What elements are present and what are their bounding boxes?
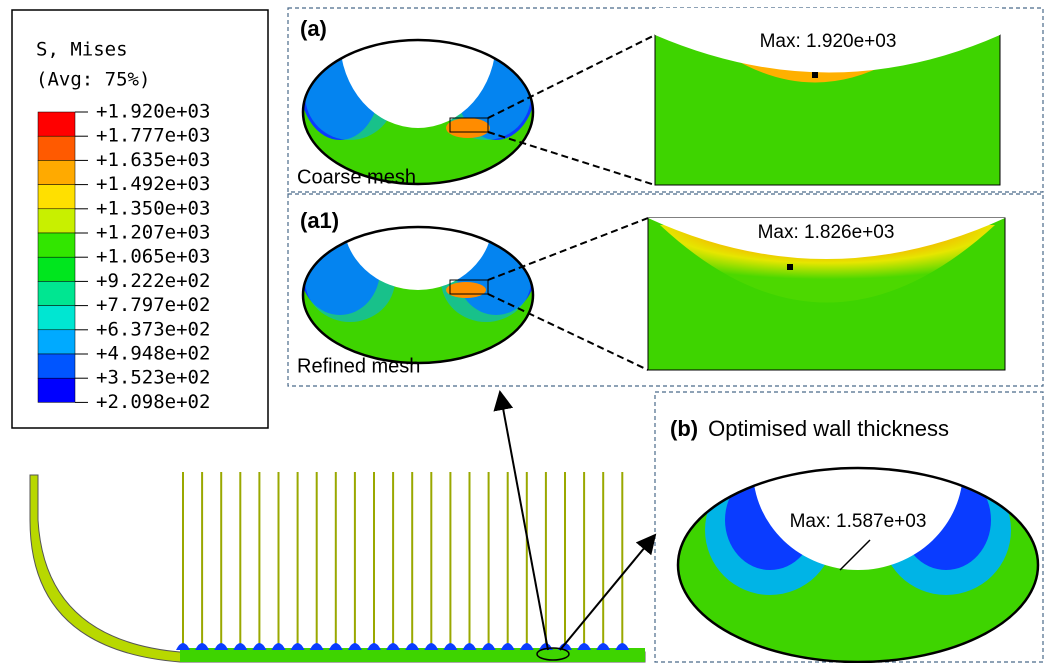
panel-caption: Coarse mesh [297, 166, 416, 188]
legend-label: +1.635e+03 [96, 149, 210, 171]
legend-label: +6.373e+02 [96, 318, 210, 340]
arrow [560, 535, 655, 650]
legend-label: +3.523e+02 [96, 367, 210, 389]
zoom-line [488, 132, 655, 185]
fin-root [348, 643, 362, 650]
fin-root [482, 643, 496, 650]
panel-label: (a1) [300, 208, 339, 233]
fin-root [615, 643, 629, 650]
fin-root [405, 643, 419, 650]
panel-label: (a) [300, 16, 327, 41]
fins [176, 472, 629, 650]
fin-root [214, 643, 228, 650]
legend-subtitle: (Avg: 75%) [36, 69, 150, 91]
zoom-line [488, 218, 648, 280]
legend-swatch [38, 378, 75, 402]
panel-caption: Refined mesh [297, 355, 420, 377]
pipe-wall [30, 475, 645, 662]
fin-root [424, 643, 438, 650]
fin-root [463, 643, 477, 650]
legend-label: +4.948e+02 [96, 343, 210, 365]
fin-root [291, 643, 305, 650]
fin-root [367, 643, 381, 650]
fin-root [577, 643, 591, 650]
legend-label: +1.777e+03 [96, 125, 210, 147]
fin-root [310, 643, 324, 650]
legend-swatch [38, 354, 75, 378]
legend-swatch [38, 112, 75, 136]
legend-swatch [38, 281, 75, 305]
legend-label: +1.065e+03 [96, 246, 210, 268]
legend-label: +1.920e+03 [96, 101, 210, 123]
legend-label: +1.350e+03 [96, 197, 210, 219]
fin-root [520, 643, 534, 650]
legend-swatch [38, 160, 75, 184]
legend-label: +7.797e+02 [96, 294, 210, 316]
legend-swatch [38, 330, 75, 354]
legend-label: +1.207e+03 [96, 222, 210, 244]
legend-label: +1.492e+03 [96, 173, 210, 195]
legend-swatch [38, 257, 75, 281]
max-label: Max: 1.920e+03 [760, 31, 897, 52]
legend-swatch [38, 306, 75, 330]
legend-label: +2.098e+02 [96, 391, 210, 413]
figure: S, Mises (Avg: 75%) +1.920e+03+1.777e+03… [0, 0, 1051, 663]
legend-label: +9.222e+02 [96, 270, 210, 292]
panel-label: (b) [670, 416, 698, 441]
fin-root [252, 643, 266, 650]
fin-root [386, 643, 400, 650]
fin-root [176, 643, 190, 650]
max-label: Max: 1.826e+03 [758, 222, 895, 243]
legend-swatch [38, 209, 75, 233]
fin-root [501, 643, 515, 650]
legend-title: S, Mises [36, 39, 128, 61]
legend-swatch [38, 233, 75, 257]
fin-root [329, 643, 343, 650]
max-point [787, 264, 793, 270]
base-strip [180, 648, 645, 662]
fin-root [233, 643, 247, 650]
fin-root [443, 643, 457, 650]
max-label: Max: 1.587e+03 [790, 511, 927, 532]
panel-title: (b) Optimised wall thickness [670, 416, 949, 441]
legend-swatch [38, 136, 75, 160]
fin-root [195, 643, 209, 650]
fin-root [596, 643, 610, 650]
legend-swatch [38, 185, 75, 209]
fin-root [272, 643, 286, 650]
max-point [812, 72, 818, 78]
panel-heading: Optimised wall thickness [708, 416, 949, 441]
